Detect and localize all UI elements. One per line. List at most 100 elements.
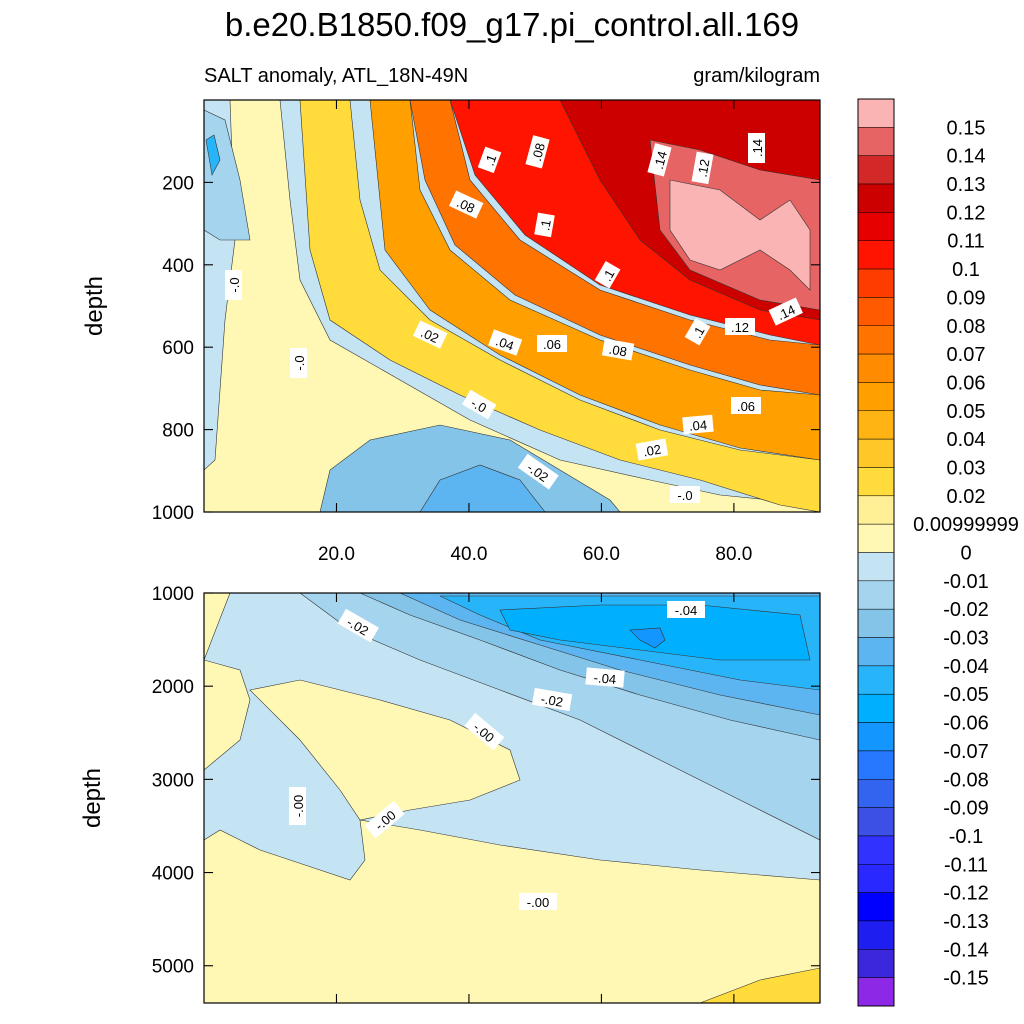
contour-label: .08: [525, 135, 550, 169]
colorbar-swatch: [857, 892, 895, 922]
colorbar-frame: [857, 98, 895, 1007]
x-tick-label: 40.0: [450, 544, 487, 565]
y-tick-label: 200: [162, 173, 194, 194]
lower-ylabel: depth: [79, 768, 106, 828]
y-tick-label: 3000: [152, 770, 194, 791]
colorbar-swatch: [857, 353, 895, 383]
colorbar-label: -0.07: [943, 741, 989, 763]
svg-text:.06: .06: [543, 337, 561, 352]
colorbar-swatch: [857, 807, 895, 837]
colorbar-label: 0.03: [947, 457, 986, 479]
lower-y-ticks: 1000 2000 3000 4000 5000: [152, 584, 820, 978]
colorbar-label: -0.09: [943, 798, 989, 820]
colorbar-swatch: [857, 325, 895, 355]
svg-text:.12: .12: [731, 320, 749, 335]
colorbar-label: -0.14: [943, 939, 989, 961]
colorbar-label: 0.09: [947, 287, 986, 309]
colorbar-label: -0.03: [943, 628, 989, 650]
svg-text:.06: .06: [737, 399, 755, 414]
colorbar-swatch: [857, 608, 895, 638]
svg-text:.1: .1: [537, 218, 554, 231]
y-tick-label: 600: [162, 338, 194, 359]
colorbar-label: 0.13: [947, 174, 986, 196]
lower-field-blue-spot: [629, 627, 666, 649]
lower-panel-frame: [203, 592, 821, 1004]
upper-panel-frame: [203, 99, 821, 513]
colorbar-swatch: [857, 410, 895, 440]
contour-label: -.04: [667, 601, 705, 618]
lower-x-ticks: [335, 593, 735, 1003]
svg-text:-.04: -.04: [593, 670, 617, 687]
colorbar-label: 0: [960, 543, 971, 565]
y-tick-label: 4000: [152, 864, 194, 885]
colorbar-swatch: [857, 750, 895, 780]
colorbar-label: -0.1: [949, 826, 983, 848]
svg-text:.08: .08: [529, 141, 548, 162]
upper-field-orange: [409, 100, 820, 396]
colorbar-swatch: [857, 779, 895, 808]
svg-text:.08: .08: [454, 195, 477, 216]
colorbar-swatch: [857, 523, 895, 553]
colorbar-swatch: [857, 864, 895, 893]
svg-text:-.02: -.02: [540, 691, 565, 710]
contour-label: -.04: [585, 667, 625, 688]
svg-text:.14: .14: [775, 302, 798, 323]
contour-label: .06: [731, 397, 761, 414]
upper-field-blue-spot: [205, 134, 221, 176]
colorbar-label: -0.02: [943, 599, 989, 621]
chart-subtitle-right: gram/kilogram: [693, 65, 820, 87]
y-tick-label: 1000: [152, 584, 194, 605]
svg-text:-.00: -.00: [527, 895, 549, 910]
y-tick-label: 5000: [152, 957, 194, 978]
contour-label: -.0: [290, 348, 307, 378]
svg-text:.08: .08: [608, 342, 628, 360]
colorbar-label: 0.05: [947, 401, 986, 423]
colorbar-label: -0.06: [943, 713, 989, 735]
svg-text:.1: .1: [482, 153, 500, 168]
svg-text:.02: .02: [418, 325, 441, 346]
upper-field-yellow: [299, 100, 820, 512]
contour-label: -.0: [462, 389, 497, 420]
colorbar-label: -0.05: [943, 684, 989, 706]
svg-text:.14: .14: [651, 149, 670, 170]
svg-text:-.0: -.0: [468, 395, 489, 416]
contour-label: -.0: [225, 270, 242, 300]
colorbar-label: 0.11: [947, 231, 984, 253]
lower-field-yellow-bottom: [699, 967, 820, 1003]
colorbar-swatch: [857, 212, 895, 241]
svg-text:.12: .12: [695, 158, 713, 178]
colorbar-swatch: [857, 467, 895, 497]
svg-text:.14: .14: [750, 139, 765, 157]
contour-label: .1: [534, 212, 555, 238]
colorbar-label: -0.08: [943, 769, 989, 791]
lower-field-yellow-wedge: [249, 679, 521, 821]
colorbar-label: -0.01: [943, 571, 989, 593]
svg-text:.04: .04: [688, 417, 707, 434]
y-tick-label: 400: [162, 256, 194, 277]
colorbar-label: 0.00999999: [913, 514, 1019, 536]
colorbar-label: -0.13: [943, 911, 989, 933]
upper-ylabel: depth: [81, 276, 108, 336]
colorbar-label: 0.12: [947, 202, 986, 224]
contour-label: .14: [748, 133, 765, 163]
colorbar-swatch: [857, 268, 895, 298]
colorbar-swatch: [857, 552, 895, 582]
svg-text:-.0: -.0: [292, 355, 307, 370]
contour-label: .08: [601, 338, 635, 361]
y-tick-label: 800: [162, 421, 194, 442]
upper-field-orange-light: [369, 100, 820, 461]
svg-text:-.00: -.00: [291, 795, 306, 817]
contour-label: .1: [594, 260, 621, 289]
contour-label: .12: [691, 151, 714, 185]
colorbar-swatch: [857, 977, 895, 1007]
colorbar: 0.15 0.14 0.13 0.12 0.11 0.1 0.09 0.08 0.07 0.06 0…: [857, 98, 1019, 1007]
colorbar-swatch: [857, 949, 895, 978]
contour-label: -.00: [289, 787, 306, 825]
lower-panel: -.02-.04-.04-.02-.00-.00-.00-.00: [204, 593, 820, 1003]
colorbar-label: 0.1: [952, 259, 980, 281]
contour-label: .08: [449, 190, 484, 219]
contour-label: .04: [682, 414, 714, 435]
colorbar-swatch: [857, 665, 895, 695]
upper-contour-labels: .1 .08 .14 .12 .14 .08 .1 .1 -.0 .02 .04 .06 .08 .1 .1…: [225, 133, 803, 503]
y-tick-label: 1000: [152, 503, 194, 524]
